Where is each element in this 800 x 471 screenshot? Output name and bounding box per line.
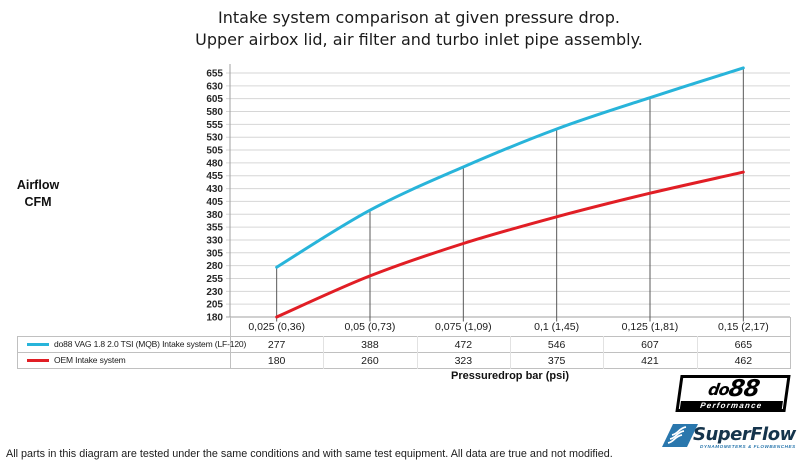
y-axis-tick-label: 455: [206, 171, 223, 182]
y-axis-tick-label: 405: [206, 197, 223, 208]
y-axis-tick-label: 330: [206, 235, 223, 246]
y-axis-tick-label: 530: [206, 133, 223, 144]
y-axis-title: Airflow CFM: [6, 177, 70, 211]
y-axis-tick-label: 430: [206, 184, 223, 195]
y-axis-tick-label: 480: [206, 158, 223, 169]
y-axis-tick-label: 255: [206, 274, 223, 285]
y-axis-tick-label: 230: [206, 287, 223, 298]
y-axis-tick-label: 280: [206, 261, 223, 272]
superflow-logo-text: SuperFlow DYNAMOMETERS & FLOWBENCHES: [693, 425, 796, 449]
y-axis-tick-label: 630: [206, 81, 223, 92]
superflow-logo-name: SuperFlow: [693, 424, 796, 445]
chart-title-line2: Upper airbox lid, air filter and turbo i…: [195, 30, 643, 49]
do88-logo-text: do 88: [680, 376, 787, 402]
y-axis-title-line1: Airflow: [16, 178, 60, 192]
do88-logo-subtitle: Performance: [679, 401, 783, 411]
y-axis-tick-label: 580: [206, 107, 223, 118]
y-axis-tick-label: 205: [206, 300, 223, 311]
y-axis-tick-label: 180: [206, 313, 223, 324]
x-axis-title: Pressuredrop bar (psi): [451, 370, 569, 382]
y-axis-tick-label: 380: [206, 210, 223, 221]
footer-disclaimer: All parts in this diagram are tested und…: [6, 448, 613, 460]
superflow-logo: SuperFlow DYNAMOMETERS & FLOWBENCHES: [662, 423, 798, 457]
y-axis-tick-label: 355: [206, 223, 223, 234]
y-axis-title-line2: CFM: [24, 195, 52, 209]
chart-title-line1: Intake system comparison at given pressu…: [218, 8, 620, 27]
series-line-do88: [275, 66, 745, 269]
do88-logo: do 88 Performance: [675, 375, 791, 412]
do88-logo-suffix: 88: [727, 376, 761, 402]
superflow-swoosh-icon: [662, 424, 698, 447]
y-axis-tick-label: 555: [206, 120, 223, 131]
y-axis-tick-label: 655: [206, 69, 223, 80]
do88-logo-prefix: do: [707, 379, 731, 399]
y-axis-tick-label: 305: [206, 248, 223, 259]
superflow-logo-subtitle: DYNAMOMETERS & FLOWBENCHES: [700, 444, 796, 449]
chart-title: Intake system comparison at given pressu…: [0, 7, 800, 51]
y-axis-tick-label: 505: [206, 146, 223, 157]
y-axis-tick-label: 605: [206, 94, 223, 105]
series-line-oem: [275, 170, 745, 319]
